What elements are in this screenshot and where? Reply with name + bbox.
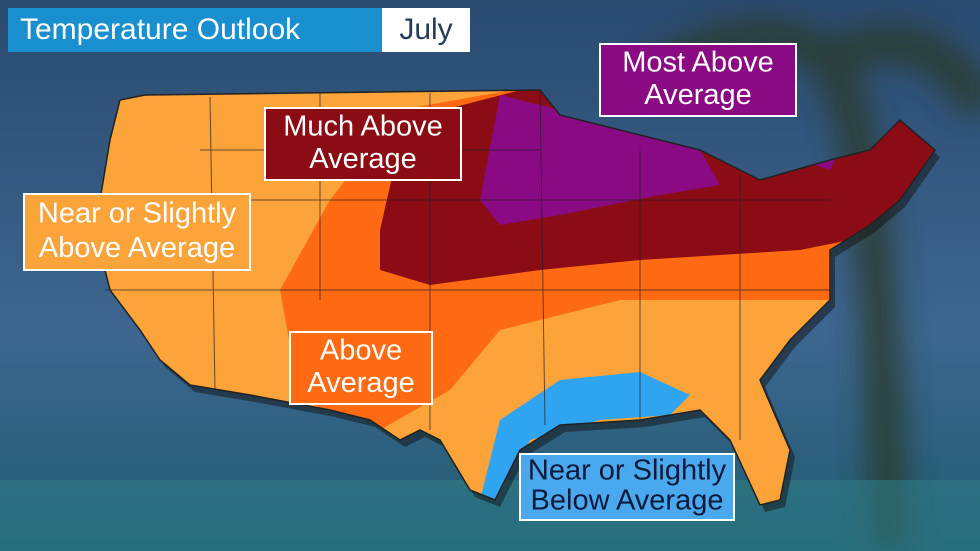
label-text: Average [309, 143, 417, 175]
label-text: Near or Slightly [528, 455, 727, 487]
label-text: Average [307, 367, 415, 399]
label-box [264, 107, 462, 181]
label-text: Much Above [283, 110, 443, 142]
month: July [399, 13, 452, 46]
label-box [23, 193, 251, 271]
label-box [599, 43, 797, 117]
label-text: Above [320, 334, 402, 366]
label-text: Above Average [39, 232, 235, 264]
label-box [519, 453, 735, 521]
label-text: Average [644, 79, 752, 111]
title: Temperature Outlook [20, 13, 301, 46]
region-most-above [480, 95, 840, 225]
label-text: Most Above [622, 46, 774, 78]
month-box [382, 8, 470, 52]
label-box [289, 331, 433, 405]
label-text: Below Average [531, 485, 724, 517]
region-below [480, 372, 690, 500]
title-bar [8, 8, 382, 52]
label-text: Near or Slightly [38, 197, 237, 229]
